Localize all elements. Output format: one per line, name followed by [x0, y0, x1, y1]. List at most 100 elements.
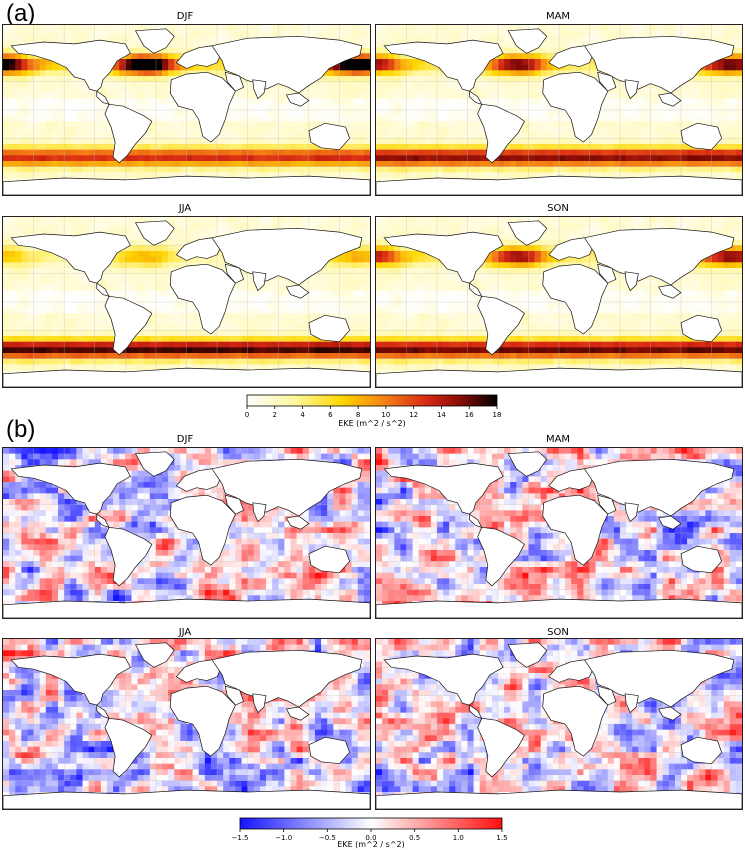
- africa-outline: [169, 71, 236, 143]
- colorbar-b: −1.5 −1.0 −0.5 0.0 0.5 1.0 1.5: [232, 817, 508, 842]
- greenland-outline: [507, 220, 548, 246]
- arabia-outline: [597, 263, 617, 284]
- colorbar-b-label: EKE (m^2 / s^2): [337, 840, 405, 849]
- africa-outline: [169, 685, 236, 757]
- australia-outline: [680, 736, 723, 765]
- south-america-outline: [104, 526, 153, 587]
- colorbar-tick-label: 10: [381, 411, 390, 419]
- australia-outline: [308, 314, 351, 343]
- central-america-outline: [96, 513, 110, 528]
- central-america-outline: [469, 90, 483, 105]
- antarctica-outline: [3, 789, 370, 809]
- eke-diff-map-b-son: [375, 638, 743, 810]
- greenland-outline: [134, 28, 175, 54]
- panel-b-label: (b): [6, 416, 36, 443]
- colorbar-tick-label: 4: [300, 411, 305, 419]
- colorbar-tick-label: 16: [465, 411, 474, 419]
- eke-map-a-djf: [2, 24, 371, 196]
- south-america-outline: [477, 103, 525, 164]
- map-title-a-son: SON: [547, 203, 569, 214]
- se-asia-outline: [285, 92, 310, 107]
- africa-outline: [542, 494, 609, 566]
- eke-map-a-mam: [375, 24, 743, 196]
- colorbar-tick-label: −1.0: [275, 834, 292, 842]
- colorbar-tick-label: 0.5: [409, 834, 420, 842]
- eke-map-a-jja: [2, 216, 371, 388]
- india-outline: [624, 693, 639, 714]
- africa-outline: [542, 71, 609, 143]
- colorbar-gradient: [246, 394, 498, 407]
- australia-outline: [680, 314, 723, 343]
- south-america-outline: [477, 717, 525, 778]
- north-america-outline: [10, 231, 131, 284]
- eke-diff-map-b-djf: [2, 447, 371, 619]
- greenland-outline: [507, 28, 548, 54]
- greenland-outline: [507, 642, 548, 668]
- antarctica-outline: [376, 598, 742, 618]
- australia-outline: [680, 545, 723, 574]
- antarctica-outline: [376, 175, 742, 195]
- se-asia-outline: [285, 706, 310, 721]
- colorbar-tick-label: 12: [409, 411, 418, 419]
- india-outline: [624, 271, 639, 292]
- se-asia-outline: [658, 284, 682, 299]
- central-america-outline: [96, 704, 110, 719]
- antarctica-outline: [376, 367, 742, 387]
- map-title-b-mam: MAM: [545, 434, 571, 445]
- colorbar-tick-label: 2: [273, 411, 277, 419]
- se-asia-outline: [285, 284, 310, 299]
- india-outline: [252, 502, 267, 523]
- greenland-outline: [134, 220, 175, 246]
- colorbar-gradient: [239, 817, 503, 830]
- south-america-outline: [104, 103, 153, 164]
- colorbar-tick-label: 8: [356, 411, 360, 419]
- arabia-outline: [224, 685, 245, 706]
- eke-diff-map-b-jja: [2, 638, 371, 810]
- india-outline: [252, 79, 267, 100]
- colorbar-tick-label: 1.0: [453, 834, 464, 842]
- north-america-outline: [10, 653, 131, 706]
- africa-outline: [542, 263, 609, 335]
- colorbar-tick-label: −0.5: [319, 834, 336, 842]
- arabia-outline: [597, 71, 617, 92]
- north-america-outline: [383, 653, 504, 706]
- arabia-outline: [224, 494, 245, 515]
- south-america-outline: [104, 295, 153, 356]
- south-america-outline: [477, 295, 525, 356]
- arabia-outline: [224, 263, 245, 284]
- north-america-outline: [383, 39, 504, 92]
- india-outline: [252, 271, 267, 292]
- arabia-outline: [597, 685, 617, 706]
- antarctica-outline: [376, 789, 742, 809]
- south-america-outline: [477, 526, 525, 587]
- north-america-outline: [10, 39, 131, 92]
- africa-outline: [169, 494, 236, 566]
- australia-outline: [680, 122, 723, 151]
- india-outline: [252, 693, 267, 714]
- antarctica-outline: [3, 367, 370, 387]
- central-america-outline: [96, 90, 110, 105]
- panel-a-label: (a): [6, 0, 36, 27]
- colorbar-a-label: EKE (m^2 / s^2): [338, 419, 406, 428]
- greenland-outline: [134, 642, 175, 668]
- central-america-outline: [469, 513, 483, 528]
- north-america-outline: [383, 462, 504, 515]
- se-asia-outline: [285, 515, 310, 530]
- australia-outline: [308, 122, 351, 151]
- se-asia-outline: [658, 515, 682, 530]
- eke-map-a-son: [375, 216, 743, 388]
- central-america-outline: [469, 704, 483, 719]
- central-america-outline: [469, 282, 483, 297]
- map-title-a-djf: DJF: [176, 11, 194, 22]
- map-title-b-djf: DJF: [176, 434, 194, 445]
- antarctica-outline: [3, 175, 370, 195]
- africa-outline: [542, 685, 609, 757]
- arabia-outline: [597, 494, 617, 515]
- north-america-outline: [10, 462, 131, 515]
- map-title-a-jja: JJA: [178, 203, 192, 214]
- colorbar-a: 0 2 4 6 8 10 12 14 16 18: [245, 394, 501, 419]
- greenland-outline: [134, 451, 175, 477]
- colorbar-tick-label: 18: [493, 411, 502, 419]
- arabia-outline: [224, 71, 245, 92]
- se-asia-outline: [658, 92, 682, 107]
